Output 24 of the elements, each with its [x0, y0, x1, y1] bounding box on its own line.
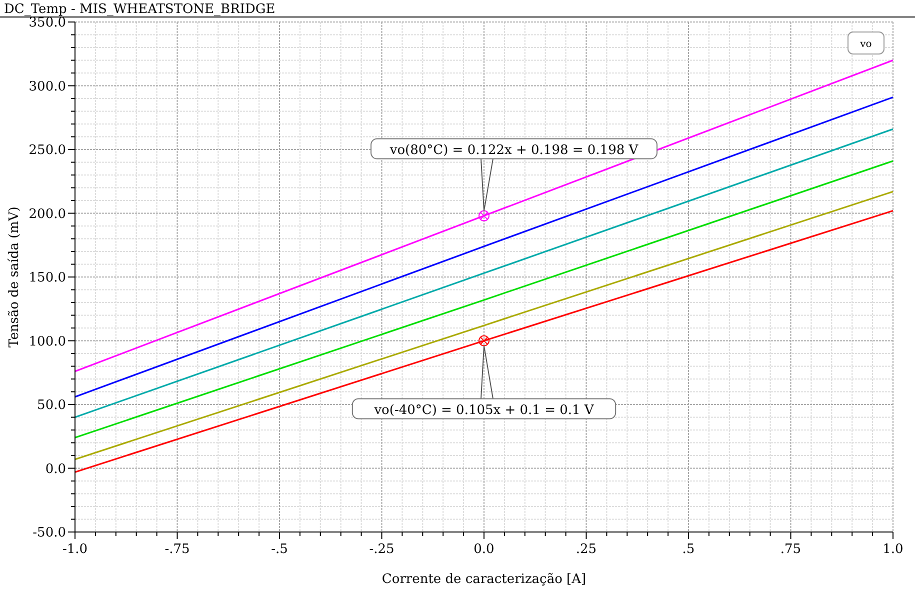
- x-tick-label: -.5: [271, 542, 288, 557]
- y-tick-label: 150.0: [28, 270, 66, 286]
- x-tick-label: -.75: [164, 542, 190, 557]
- annotation: vo(-40°C) = 0.105x + 0.1 = 0.1 V: [373, 402, 594, 418]
- y-tick-label: 200.0: [28, 206, 66, 222]
- y-tick-label: -50.0: [32, 526, 66, 541]
- legend-box: vo: [848, 32, 884, 54]
- x-tick-label: .5: [682, 542, 695, 557]
- x-tick-label: .25: [576, 542, 597, 557]
- y-tick-label: 0.0: [45, 462, 66, 477]
- x-tick-label: 0.0: [474, 542, 494, 557]
- x-tick-label: -.25: [369, 542, 394, 557]
- y-tick-label: 250.0: [28, 143, 66, 158]
- chart-title: DC_Temp - MIS_WHEATSTONE_BRIDGE: [4, 2, 276, 17]
- annotation: vo(80°C) = 0.122x + 0.198 = 0.198 V: [388, 142, 639, 158]
- y-tick-label: 50.0: [37, 398, 66, 414]
- x-tick-label: -1.0: [62, 542, 88, 557]
- y-tick-label: 300.0: [28, 79, 66, 94]
- x-tick-label: 1.0: [882, 542, 904, 557]
- legend-title: vo: [859, 39, 872, 50]
- y-tick-label: 100.0: [28, 334, 66, 350]
- x-axis-title: Corrente de caracterização [A]: [382, 572, 586, 587]
- y-axis-title: Tensão de saída (mV): [7, 206, 22, 348]
- x-tick-label: .75: [780, 542, 802, 557]
